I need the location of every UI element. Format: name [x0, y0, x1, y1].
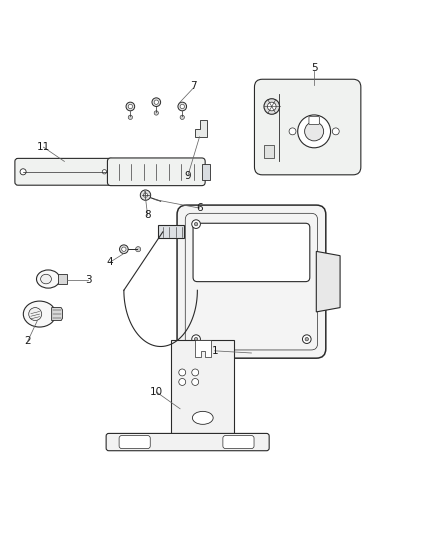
FancyBboxPatch shape: [254, 79, 361, 175]
FancyBboxPatch shape: [309, 117, 319, 124]
Circle shape: [120, 245, 128, 254]
Ellipse shape: [192, 411, 213, 424]
FancyBboxPatch shape: [193, 223, 310, 281]
Circle shape: [192, 335, 201, 343]
FancyBboxPatch shape: [177, 205, 326, 358]
Text: 11: 11: [37, 142, 50, 152]
Circle shape: [305, 337, 308, 341]
Circle shape: [192, 220, 201, 229]
Circle shape: [289, 128, 296, 135]
Text: 8: 8: [145, 211, 151, 221]
Circle shape: [179, 378, 186, 385]
FancyBboxPatch shape: [223, 435, 254, 449]
Polygon shape: [52, 308, 63, 320]
Circle shape: [154, 100, 159, 104]
Polygon shape: [159, 225, 184, 238]
Circle shape: [20, 169, 26, 175]
Circle shape: [194, 222, 198, 226]
Circle shape: [180, 115, 184, 119]
Circle shape: [154, 111, 159, 115]
Circle shape: [264, 99, 279, 114]
Polygon shape: [316, 252, 340, 312]
Circle shape: [179, 369, 186, 376]
FancyBboxPatch shape: [119, 435, 150, 449]
Polygon shape: [58, 274, 67, 284]
Polygon shape: [195, 120, 207, 137]
Circle shape: [102, 169, 106, 174]
Circle shape: [152, 98, 161, 107]
Text: 1: 1: [212, 346, 218, 356]
Circle shape: [128, 115, 133, 119]
Circle shape: [135, 247, 141, 252]
Text: 9: 9: [184, 171, 191, 181]
Polygon shape: [202, 164, 210, 180]
Text: 10: 10: [150, 387, 163, 397]
Text: 7: 7: [190, 80, 196, 91]
Polygon shape: [265, 144, 274, 158]
Circle shape: [126, 102, 134, 111]
Circle shape: [194, 337, 198, 341]
Text: 6: 6: [196, 203, 203, 213]
FancyBboxPatch shape: [107, 158, 205, 185]
Circle shape: [304, 122, 324, 141]
Text: 3: 3: [85, 276, 92, 285]
Circle shape: [192, 369, 199, 376]
Circle shape: [268, 102, 276, 111]
Circle shape: [192, 378, 199, 385]
Polygon shape: [194, 340, 211, 357]
Ellipse shape: [41, 274, 51, 284]
Circle shape: [298, 115, 331, 148]
Text: 5: 5: [311, 63, 318, 74]
Circle shape: [143, 193, 148, 197]
Circle shape: [332, 128, 339, 135]
FancyBboxPatch shape: [15, 158, 114, 185]
Text: 4: 4: [107, 257, 113, 267]
Circle shape: [140, 190, 151, 200]
Ellipse shape: [36, 270, 60, 288]
Circle shape: [180, 104, 184, 109]
Circle shape: [178, 102, 187, 111]
Ellipse shape: [29, 308, 42, 320]
FancyBboxPatch shape: [106, 433, 269, 451]
Circle shape: [128, 104, 133, 109]
Polygon shape: [171, 340, 234, 444]
Circle shape: [122, 247, 126, 252]
Ellipse shape: [23, 301, 56, 327]
Circle shape: [303, 335, 311, 343]
Text: 2: 2: [25, 336, 31, 346]
